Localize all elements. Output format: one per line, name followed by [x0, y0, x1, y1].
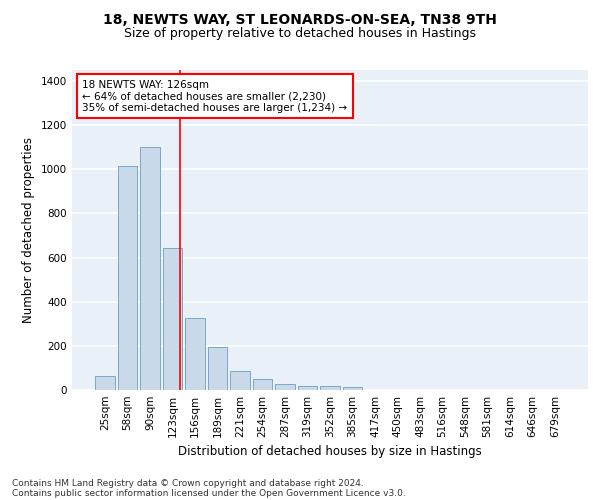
- Bar: [185, 318, 205, 390]
- Bar: [298, 386, 317, 390]
- Bar: [163, 248, 182, 390]
- Bar: [230, 370, 250, 390]
- Text: Size of property relative to detached houses in Hastings: Size of property relative to detached ho…: [124, 28, 476, 40]
- Bar: [320, 386, 340, 390]
- Bar: [275, 384, 295, 390]
- Bar: [343, 388, 362, 390]
- Text: Contains HM Land Registry data © Crown copyright and database right 2024.: Contains HM Land Registry data © Crown c…: [12, 478, 364, 488]
- Bar: [253, 379, 272, 390]
- Bar: [208, 347, 227, 390]
- Text: 18, NEWTS WAY, ST LEONARDS-ON-SEA, TN38 9TH: 18, NEWTS WAY, ST LEONARDS-ON-SEA, TN38 …: [103, 12, 497, 26]
- Bar: [95, 376, 115, 390]
- Bar: [118, 166, 137, 390]
- Text: Contains public sector information licensed under the Open Government Licence v3: Contains public sector information licen…: [12, 488, 406, 498]
- Bar: [140, 147, 160, 390]
- X-axis label: Distribution of detached houses by size in Hastings: Distribution of detached houses by size …: [178, 446, 482, 458]
- Y-axis label: Number of detached properties: Number of detached properties: [22, 137, 35, 323]
- Text: 18 NEWTS WAY: 126sqm
← 64% of detached houses are smaller (2,230)
35% of semi-de: 18 NEWTS WAY: 126sqm ← 64% of detached h…: [82, 80, 347, 113]
